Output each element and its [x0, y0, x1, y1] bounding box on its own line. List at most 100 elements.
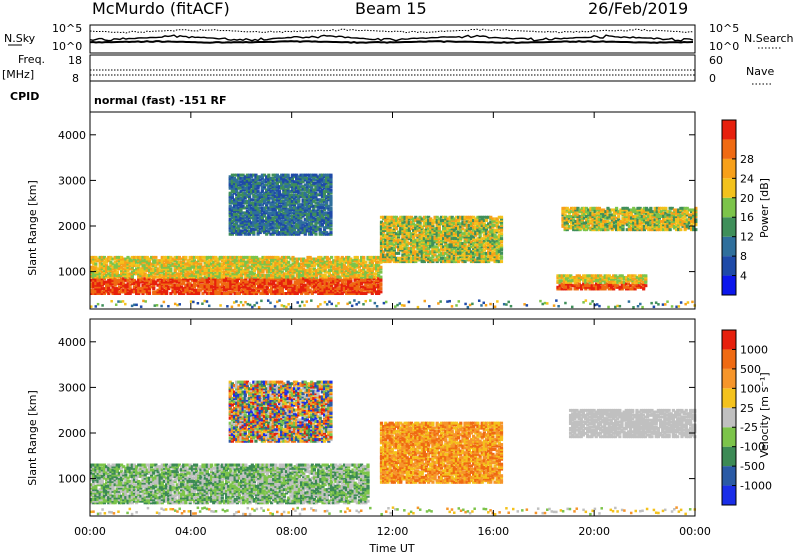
power-echo-cell: [299, 176, 303, 180]
power-echo-cell: [388, 246, 392, 250]
power-echo-cell: [297, 283, 302, 287]
power-echo-cell: [357, 275, 362, 279]
power-echo-cell: [277, 201, 282, 205]
power-echo-cell: [252, 292, 257, 296]
power-echo-cell: [162, 264, 167, 268]
power-echo-cell: [290, 221, 294, 225]
power-echo-cell: [325, 262, 329, 266]
power-echo-cell: [293, 262, 297, 266]
power-echo-cell: [203, 285, 207, 289]
power-echo-cell: [247, 178, 252, 182]
power-echo-cell: [115, 262, 119, 266]
power-echo-cell: [233, 270, 237, 274]
power-echo-cell: [327, 180, 331, 184]
power-echo-cell: [179, 260, 184, 264]
power-echo-cell: [450, 242, 454, 246]
power-echo-cell: [287, 272, 291, 276]
power-echo-cell: [384, 260, 388, 264]
power-echo-cell: [259, 257, 263, 261]
power-echo-cell: [382, 223, 386, 227]
power-echo-cell: [416, 243, 420, 247]
power-echo-cell: [260, 180, 264, 184]
power-echo-cell: [329, 216, 333, 220]
power-echo-cell: [353, 283, 357, 287]
power-echo-cell: [295, 287, 299, 291]
power-echo-cell: [322, 181, 327, 185]
power-echo-cell: [327, 193, 331, 197]
power-echo-cell: [194, 264, 199, 268]
power-echo-cell: [186, 280, 190, 284]
power-echo-cell: [237, 193, 241, 197]
power-echo-cell: [424, 253, 429, 257]
power-echo-cell: [405, 233, 409, 237]
power-echo-cell: [288, 190, 292, 194]
power-echo-cell: [322, 193, 327, 197]
power-echo-cell: [216, 264, 220, 268]
power-echo-cell: [379, 220, 384, 224]
power-echo-cell: [318, 214, 322, 218]
power-echo-cell: [368, 272, 372, 276]
power-echo-cell: [409, 235, 414, 239]
power-echo-cell: [90, 290, 94, 294]
power-echo-cell: [334, 290, 338, 294]
power-echo-cell: [418, 228, 422, 232]
power-echo-cell: [260, 176, 264, 180]
power-echo-cell: [229, 260, 233, 264]
power-echo-cell: [242, 285, 246, 289]
nave-label: Nave: [746, 65, 774, 78]
power-echo-cell: [280, 278, 284, 282]
power-echo-cell: [152, 280, 156, 284]
power-echo-cell: [98, 255, 102, 259]
power-echo-cell: [257, 280, 261, 284]
power-echo-cell: [284, 211, 288, 215]
power-echo-cell: [457, 217, 461, 221]
power-echo-cell: [233, 267, 237, 271]
power-echo-cell: [322, 217, 327, 221]
power-echo-cell: [107, 267, 111, 271]
power-echo-cell: [467, 248, 471, 252]
power-echo-cell: [418, 233, 422, 237]
power-echo-cell: [233, 292, 237, 296]
power-echo-cell: [418, 243, 422, 247]
power-echo-cell: [274, 259, 278, 263]
power-echo-cell: [310, 267, 314, 271]
power-echo-cell: [394, 220, 399, 224]
power-echo-cell: [109, 275, 113, 279]
power-echo-cell: [314, 280, 319, 284]
power-echo-cell: [448, 220, 452, 224]
power-echo-cell: [469, 255, 474, 259]
power-echo-cell: [320, 213, 324, 217]
power-echo-cell: [305, 193, 309, 197]
power-echo-cell: [312, 175, 316, 179]
power-echo-cell: [399, 246, 403, 250]
power-echo-cell: [306, 255, 310, 259]
power-echo-cell: [306, 275, 310, 279]
power-echo-cell: [325, 264, 329, 268]
power-echo-cell: [184, 255, 188, 259]
power-echo-cell: [355, 290, 359, 294]
power-echo-cell: [314, 273, 319, 277]
power-echo-cell: [194, 280, 199, 284]
power-echo-cell: [306, 264, 310, 268]
power-echo-cell: [149, 273, 154, 277]
power-echo-cell: [201, 269, 205, 273]
power-echo-cell: [141, 273, 145, 277]
power-echo-cell: [92, 285, 96, 289]
power-echo-cell: [289, 277, 293, 281]
power-echo-cell: [312, 216, 316, 220]
power-echo-cell: [382, 235, 386, 239]
power-echo-cell: [184, 283, 188, 287]
power-echo-cell: [297, 270, 302, 274]
power-echo-cell: [239, 208, 243, 212]
power-echo-cell: [132, 270, 137, 274]
power-echo-cell: [254, 203, 258, 207]
power-echo-cell: [96, 290, 100, 294]
power-echo-cell: [327, 175, 331, 179]
power-echo-cell: [130, 280, 134, 284]
power-echo-cell: [286, 222, 290, 226]
power-echo-cell: [214, 283, 218, 287]
power-echo-cell: [288, 209, 292, 213]
power-echo-cell: [310, 175, 314, 179]
power-echo-cell: [448, 237, 452, 241]
